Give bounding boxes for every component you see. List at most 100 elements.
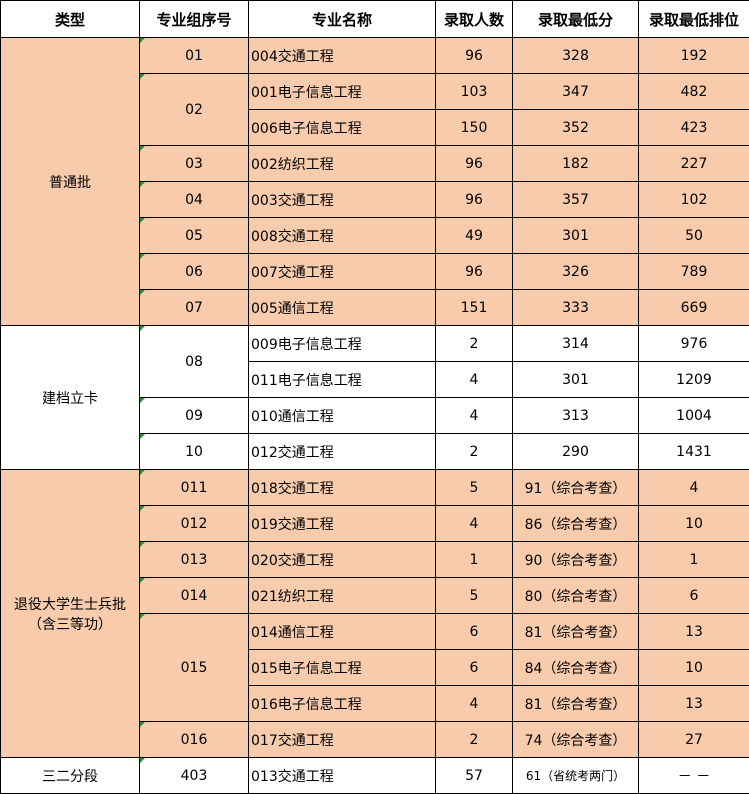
type-cell: 退役大学生士兵批 （含三等功） [1,470,140,758]
header-group-code: 专业组序号 [140,1,249,38]
type-cell: 建档立卡 [1,326,140,470]
min-score-cell: 61（省统考两门） [513,758,639,794]
header-min-rank: 录取最低排位 [639,1,749,38]
major-name-cell: 015电子信息工程 [249,650,436,686]
min-score-cell: 314 [513,326,639,362]
admitted-count-cell: 4 [436,398,513,434]
min-score-cell: 333 [513,290,639,326]
major-name-cell: 014通信工程 [249,614,436,650]
group-code-cell: 403 [140,758,249,794]
major-name-cell: 020交通工程 [249,542,436,578]
min-score-cell: 290 [513,434,639,470]
min-rank-cell: 10 [639,506,749,542]
admitted-count-cell: 96 [436,146,513,182]
group-code-cell: 05 [140,218,249,254]
min-rank-cell: 192 [639,38,749,74]
group-code-cell: 012 [140,506,249,542]
min-score-cell: 301 [513,362,639,398]
major-name-cell: 002纺织工程 [249,146,436,182]
major-name-cell: 012交通工程 [249,434,436,470]
min-score-cell: 80（综合考查） [513,578,639,614]
min-score-cell: 74（综合考查） [513,722,639,758]
min-rank-cell: 4 [639,470,749,506]
major-name-cell: 011电子信息工程 [249,362,436,398]
min-rank-cell: 1004 [639,398,749,434]
min-score-cell: 84（综合考查） [513,650,639,686]
group-code-cell: 07 [140,290,249,326]
major-name-cell: 017交通工程 [249,722,436,758]
min-rank-cell: 13 [639,614,749,650]
admitted-count-cell: 6 [436,650,513,686]
admitted-count-cell: 1 [436,542,513,578]
group-code-cell: 014 [140,578,249,614]
group-code-cell: 10 [140,434,249,470]
admitted-count-cell: 2 [436,326,513,362]
major-name-cell: 006电子信息工程 [249,110,436,146]
min-score-cell: 91（综合考查） [513,470,639,506]
min-rank-cell: 789 [639,254,749,290]
group-code-cell: 016 [140,722,249,758]
admitted-count-cell: 151 [436,290,513,326]
admitted-count-cell: 96 [436,38,513,74]
min-score-cell: 357 [513,182,639,218]
admitted-count-cell: 6 [436,614,513,650]
min-rank-cell: 1431 [639,434,749,470]
min-rank-cell: 102 [639,182,749,218]
major-name-cell: 021纺织工程 [249,578,436,614]
major-name-cell: 004交通工程 [249,38,436,74]
admitted-count-cell: 5 [436,578,513,614]
major-name-cell: 007交通工程 [249,254,436,290]
admitted-count-cell: 4 [436,362,513,398]
group-code-cell: 015 [140,614,249,722]
admitted-count-cell: 150 [436,110,513,146]
min-score-cell: 347 [513,74,639,110]
admitted-count-cell: 96 [436,254,513,290]
major-name-cell: 008交通工程 [249,218,436,254]
admitted-count-cell: 2 [436,722,513,758]
group-code-cell: 08 [140,326,249,398]
admitted-count-cell: 96 [436,182,513,218]
min-score-cell: 301 [513,218,639,254]
group-code-cell: 011 [140,470,249,506]
min-score-cell: 182 [513,146,639,182]
major-name-cell: 001电子信息工程 [249,74,436,110]
major-name-cell: 005通信工程 [249,290,436,326]
min-rank-cell: 976 [639,326,749,362]
group-code-cell: 01 [140,38,249,74]
admitted-count-cell: 5 [436,470,513,506]
group-code-cell: 02 [140,74,249,146]
min-rank-cell: 482 [639,74,749,110]
min-score-cell: 352 [513,110,639,146]
group-code-cell: 06 [140,254,249,290]
group-code-cell: 013 [140,542,249,578]
min-rank-cell: 13 [639,686,749,722]
major-name-cell: 019交通工程 [249,506,436,542]
min-rank-cell: 1209 [639,362,749,398]
group-code-cell: 04 [140,182,249,218]
min-score-cell: 328 [513,38,639,74]
admitted-count-cell: 4 [436,686,513,722]
group-code-cell: 03 [140,146,249,182]
min-rank-cell: 227 [639,146,749,182]
min-rank-cell: － － [639,758,749,794]
min-score-cell: 326 [513,254,639,290]
header-row: 类型 专业组序号 专业名称 录取人数 录取最低分 录取最低排位 [1,1,749,38]
header-type: 类型 [1,1,140,38]
admitted-count-cell: 4 [436,506,513,542]
min-rank-cell: 50 [639,218,749,254]
min-rank-cell: 10 [639,650,749,686]
min-score-cell: 81（综合考查） [513,614,639,650]
admitted-count-cell: 57 [436,758,513,794]
min-rank-cell: 6 [639,578,749,614]
min-score-cell: 90（综合考查） [513,542,639,578]
major-name-cell: 010通信工程 [249,398,436,434]
major-name-cell: 003交通工程 [249,182,436,218]
min-score-cell: 86（综合考查） [513,506,639,542]
major-name-cell: 016电子信息工程 [249,686,436,722]
admitted-count-cell: 49 [436,218,513,254]
